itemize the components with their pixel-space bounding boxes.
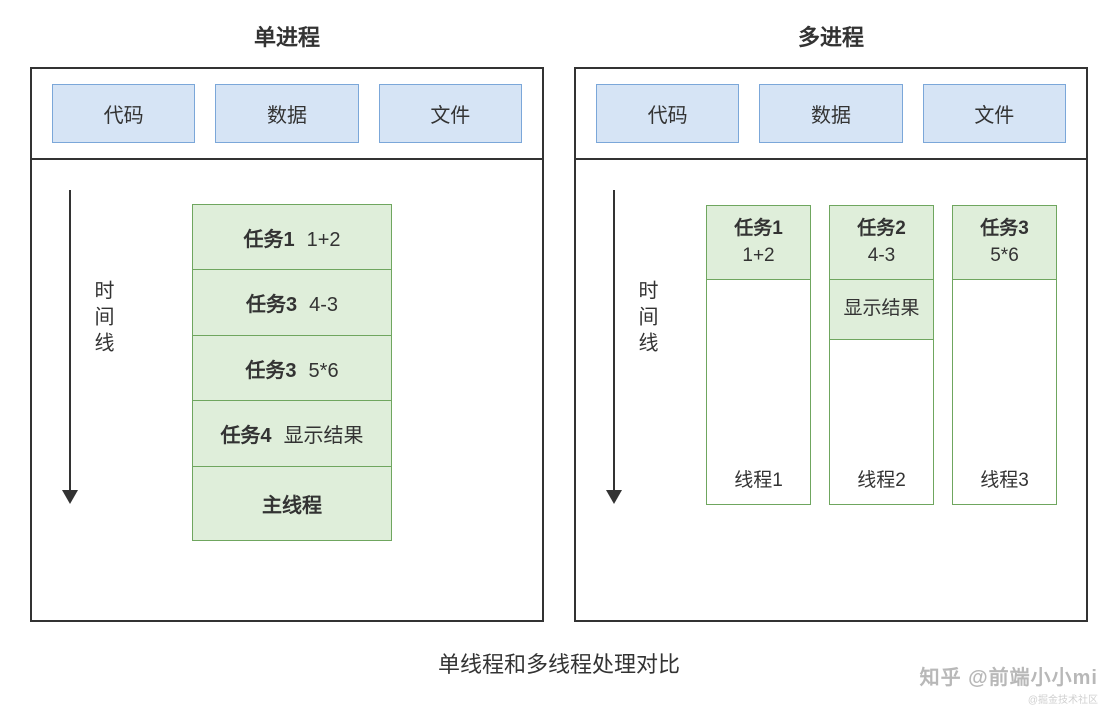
task-row: 任务11+2 (192, 204, 392, 271)
task-row: 任务35*6 (192, 335, 392, 402)
multi-body: 时间线 任务1 1+2 线程1 任务2 4-3 (576, 160, 1086, 620)
thread-column-1: 任务1 1+2 线程1 (706, 205, 811, 505)
header-cell-code: 代码 (52, 84, 195, 143)
diagram-container: 单进程 代码 数据 文件 时间线 任务11+2 任务34-3 任务35*6 任务… (0, 0, 1118, 622)
thread-column-2: 任务2 4-3 显示结果 线程2 (829, 205, 934, 505)
thread-column-3: 任务3 5*6 线程3 (952, 205, 1057, 505)
timeline-label-right: 时间线 (631, 280, 661, 358)
watermark-author: 知乎 @前端小小mi (920, 661, 1098, 690)
multi-process-panel: 多进程 代码 数据 文件 时间线 任务1 1+2 (574, 20, 1088, 622)
header-cell-data: 数据 (215, 84, 358, 143)
thread-label: 线程1 (707, 453, 810, 504)
task-row: 任务34-3 (192, 269, 392, 336)
task-block-result: 显示结果 (830, 280, 933, 340)
header-cell-file: 文件 (379, 84, 522, 143)
timeline-arrow-left (62, 190, 78, 504)
main-thread-row: 主线程 (192, 466, 392, 541)
multi-process-box: 代码 数据 文件 时间线 任务1 1+2 (574, 67, 1088, 622)
task-block: 任务2 4-3 (830, 206, 933, 280)
multi-header-row: 代码 数据 文件 (576, 69, 1086, 160)
task-block: 任务3 5*6 (953, 206, 1056, 280)
timeline-arrow-right (606, 190, 622, 504)
thread-label: 线程2 (830, 453, 933, 504)
timeline-label-left: 时间线 (87, 280, 117, 358)
single-process-box: 代码 数据 文件 时间线 任务11+2 任务34-3 任务35*6 任务4显示结… (30, 67, 544, 622)
multi-process-title: 多进程 (574, 20, 1088, 52)
threads-row: 任务1 1+2 线程1 任务2 4-3 显示结果 (706, 205, 1057, 505)
header-cell-file: 文件 (923, 84, 1066, 143)
watermark-source: @掘金技术社区 (1028, 691, 1098, 706)
task-block: 任务1 1+2 (707, 206, 810, 280)
task-stack: 任务11+2 任务34-3 任务35*6 任务4显示结果 主线程 (192, 205, 392, 541)
single-process-panel: 单进程 代码 数据 文件 时间线 任务11+2 任务34-3 任务35*6 任务… (30, 20, 544, 622)
single-header-row: 代码 数据 文件 (32, 69, 542, 160)
header-cell-data: 数据 (759, 84, 902, 143)
thread-label: 线程3 (953, 453, 1056, 504)
header-cell-code: 代码 (596, 84, 739, 143)
single-process-title: 单进程 (30, 20, 544, 52)
task-row: 任务4显示结果 (192, 400, 392, 467)
single-body: 时间线 任务11+2 任务34-3 任务35*6 任务4显示结果 主线程 (32, 160, 542, 620)
